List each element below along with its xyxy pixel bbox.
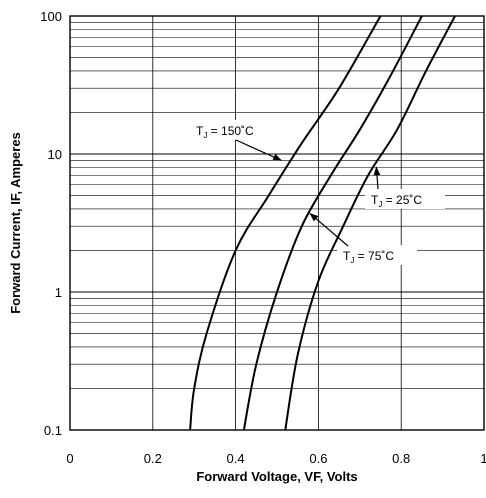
annotation-arrow <box>373 166 381 190</box>
x-tick-label: 0.6 <box>309 451 327 466</box>
x-tick-label: 0 <box>66 451 73 466</box>
y-axis-title: Forward Current, IF, Amperes <box>8 132 23 314</box>
plot-area-frame <box>69 15 485 431</box>
y-tick-label: 1 <box>55 285 62 300</box>
annotation-arrow <box>309 212 349 247</box>
x-tick-label: 0.8 <box>392 451 410 466</box>
x-tick-label: 0.2 <box>144 451 162 466</box>
annotation-background <box>337 245 417 265</box>
annotation-label: TJ = 75˚C <box>343 249 394 265</box>
annotation-label: TJ = 150˚C <box>196 124 254 140</box>
annotation-background <box>190 120 280 140</box>
x-tick-label: 0.4 <box>227 451 245 466</box>
y-tick-label: 0.1 <box>44 423 62 438</box>
y-tick-labels: 0.1 1 10 100 <box>40 9 62 438</box>
y-tick-label: 100 <box>40 9 62 24</box>
series-line-1 <box>242 15 423 431</box>
series-line-2 <box>284 15 456 431</box>
series-line-0 <box>189 15 382 431</box>
annotation-arrow <box>235 139 283 161</box>
annotations: TJ = 150˚C TJ = 25˚C TJ = 75˚C <box>190 120 445 265</box>
annotation-background <box>365 189 445 209</box>
x-tick-label: 1 <box>480 451 486 466</box>
series-layer <box>189 15 456 431</box>
x-tick-labels: 0 0.2 0.4 0.6 0.8 1 <box>66 451 486 466</box>
y-tick-label: 10 <box>48 147 62 162</box>
x-axis-title: Forward Voltage, VF, Volts <box>196 469 357 484</box>
annotation-label: TJ = 25˚C <box>371 193 422 209</box>
